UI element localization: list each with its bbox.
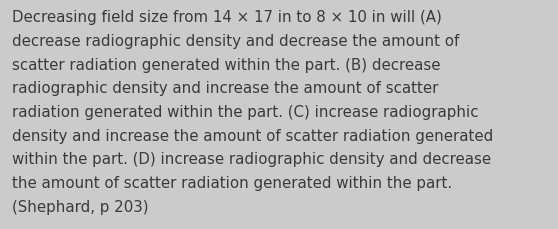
- Text: radiation generated within the part. (C) increase radiographic: radiation generated within the part. (C)…: [12, 105, 479, 120]
- Text: decrease radiographic density and decrease the amount of: decrease radiographic density and decrea…: [12, 34, 460, 49]
- Text: the amount of scatter radiation generated within the part.: the amount of scatter radiation generate…: [12, 175, 453, 190]
- Text: radiographic density and increase the amount of scatter: radiographic density and increase the am…: [12, 81, 439, 96]
- Text: (Shephard, p 203): (Shephard, p 203): [12, 199, 149, 214]
- Text: scatter radiation generated within the part. (B) decrease: scatter radiation generated within the p…: [12, 57, 441, 72]
- Text: within the part. (D) increase radiographic density and decrease: within the part. (D) increase radiograph…: [12, 152, 492, 167]
- Text: Decreasing field size from 14 × 17 in to 8 × 10 in will (A): Decreasing field size from 14 × 17 in to…: [12, 10, 442, 25]
- Text: density and increase the amount of scatter radiation generated: density and increase the amount of scatt…: [12, 128, 493, 143]
